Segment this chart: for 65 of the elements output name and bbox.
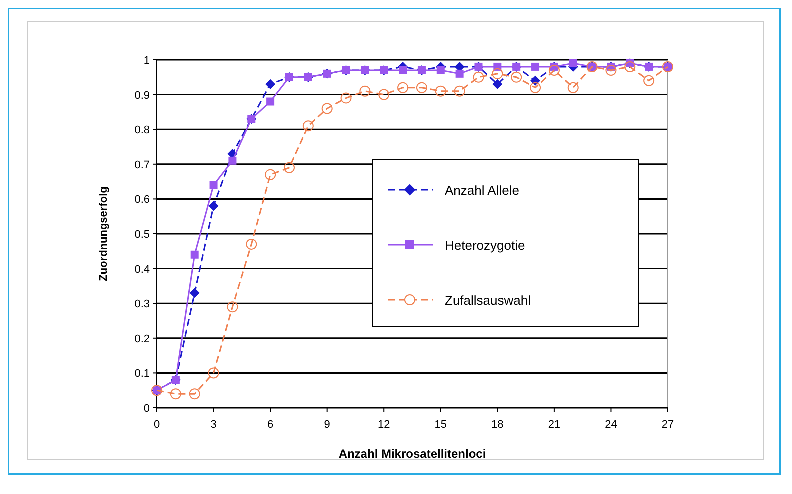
- x-tick-label: 15: [434, 419, 448, 431]
- point: [284, 162, 295, 174]
- point: [210, 181, 218, 190]
- point: [398, 82, 409, 94]
- point: [378, 89, 390, 100]
- x-tick-label: 24: [605, 419, 618, 431]
- y-tick-label: 0.5: [134, 229, 150, 241]
- point: [208, 201, 219, 212]
- y-tick-label: 0.2: [134, 333, 150, 346]
- legend-label: Zufallsauswahl: [445, 293, 532, 308]
- point: [189, 388, 200, 400]
- y-tick-label: 0.3: [134, 298, 150, 311]
- point: [473, 72, 484, 83]
- x-tick-label: 21: [548, 419, 561, 431]
- point: [266, 98, 275, 106]
- point: [454, 86, 466, 97]
- y-tick-label: 0.6: [134, 194, 150, 206]
- point: [360, 86, 371, 97]
- legend-label: Heterozygotie: [445, 238, 526, 253]
- x-tick-label: 0: [154, 419, 160, 431]
- point: [548, 64, 560, 76]
- y-tick-label: 0.1: [134, 368, 150, 380]
- x-tick-label: 3: [210, 419, 217, 431]
- point: [399, 66, 408, 74]
- point: [208, 368, 220, 379]
- x-tick-label: 27: [662, 419, 674, 431]
- point: [456, 70, 464, 78]
- point: [511, 72, 522, 83]
- y-tick-label: 0: [144, 403, 150, 415]
- point: [265, 169, 276, 180]
- y-tick-label: 1: [144, 55, 150, 67]
- x-axis-title: Anzahl Mikrosatellitenloci: [338, 447, 486, 461]
- point: [190, 288, 200, 298]
- x-tick-label: 12: [378, 419, 390, 431]
- point: [190, 250, 199, 259]
- y-axis-title: Zuordnungserfolg: [98, 186, 110, 282]
- point: [302, 120, 314, 132]
- point: [322, 103, 333, 114]
- y-tick-label: 0.9: [134, 90, 150, 102]
- point: [530, 76, 541, 86]
- x-tick-label: 18: [492, 419, 504, 431]
- point: [532, 62, 540, 71]
- point: [266, 79, 276, 90]
- point: [170, 388, 182, 400]
- point: [530, 82, 542, 94]
- point: [227, 302, 238, 313]
- point: [568, 82, 579, 94]
- y-tick-label: 0.4: [134, 264, 150, 276]
- point: [606, 64, 617, 76]
- point: [569, 59, 578, 68]
- point: [228, 156, 237, 165]
- point: [492, 68, 504, 80]
- y-tick-label: 0.7: [134, 159, 150, 172]
- legend-label: Anzahl Allele: [445, 183, 520, 198]
- point: [492, 79, 503, 90]
- point: [436, 66, 445, 74]
- point: [340, 92, 352, 104]
- point: [246, 238, 258, 250]
- x-tick-label: 6: [267, 419, 274, 431]
- point: [644, 75, 655, 86]
- point: [416, 82, 428, 94]
- point: [624, 61, 636, 72]
- point: [435, 86, 446, 97]
- x-tick-label: 9: [324, 419, 330, 431]
- y-tick-label: 0.8: [134, 124, 150, 137]
